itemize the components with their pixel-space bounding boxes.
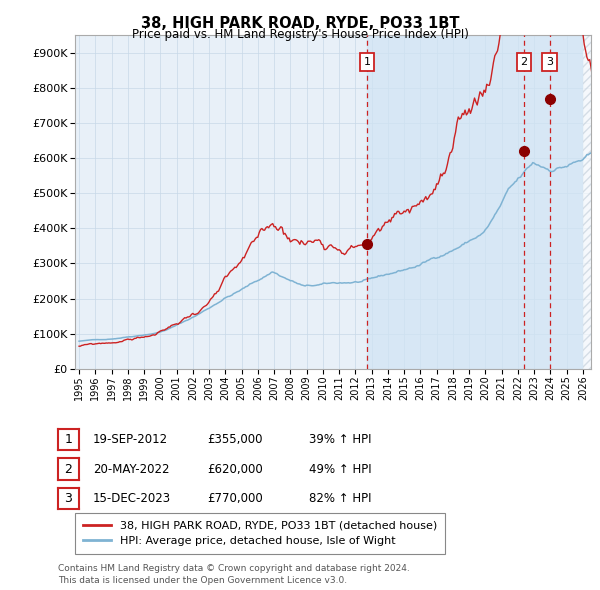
Text: 19-SEP-2012: 19-SEP-2012 xyxy=(93,433,168,446)
Text: 3: 3 xyxy=(64,492,73,505)
Bar xyxy=(367,35,583,369)
Text: £770,000: £770,000 xyxy=(207,492,263,505)
Text: £355,000: £355,000 xyxy=(207,433,263,446)
Text: 39% ↑ HPI: 39% ↑ HPI xyxy=(309,433,371,446)
Text: 49% ↑ HPI: 49% ↑ HPI xyxy=(309,463,371,476)
Text: 38, HIGH PARK ROAD, RYDE, PO33 1BT: 38, HIGH PARK ROAD, RYDE, PO33 1BT xyxy=(141,16,459,31)
Text: 20-MAY-2022: 20-MAY-2022 xyxy=(93,463,170,476)
Text: 82% ↑ HPI: 82% ↑ HPI xyxy=(309,492,371,505)
Text: 2: 2 xyxy=(520,57,527,67)
Text: 1: 1 xyxy=(364,57,371,67)
Text: 15-DEC-2023: 15-DEC-2023 xyxy=(93,492,171,505)
Text: 3: 3 xyxy=(546,57,553,67)
Text: Contains HM Land Registry data © Crown copyright and database right 2024.
This d: Contains HM Land Registry data © Crown c… xyxy=(58,565,410,585)
Text: 1: 1 xyxy=(64,433,73,446)
Text: Price paid vs. HM Land Registry's House Price Index (HPI): Price paid vs. HM Land Registry's House … xyxy=(131,28,469,41)
Text: £620,000: £620,000 xyxy=(207,463,263,476)
Legend: 38, HIGH PARK ROAD, RYDE, PO33 1BT (detached house), HPI: Average price, detache: 38, HIGH PARK ROAD, RYDE, PO33 1BT (deta… xyxy=(76,513,445,554)
Text: 2: 2 xyxy=(64,463,73,476)
